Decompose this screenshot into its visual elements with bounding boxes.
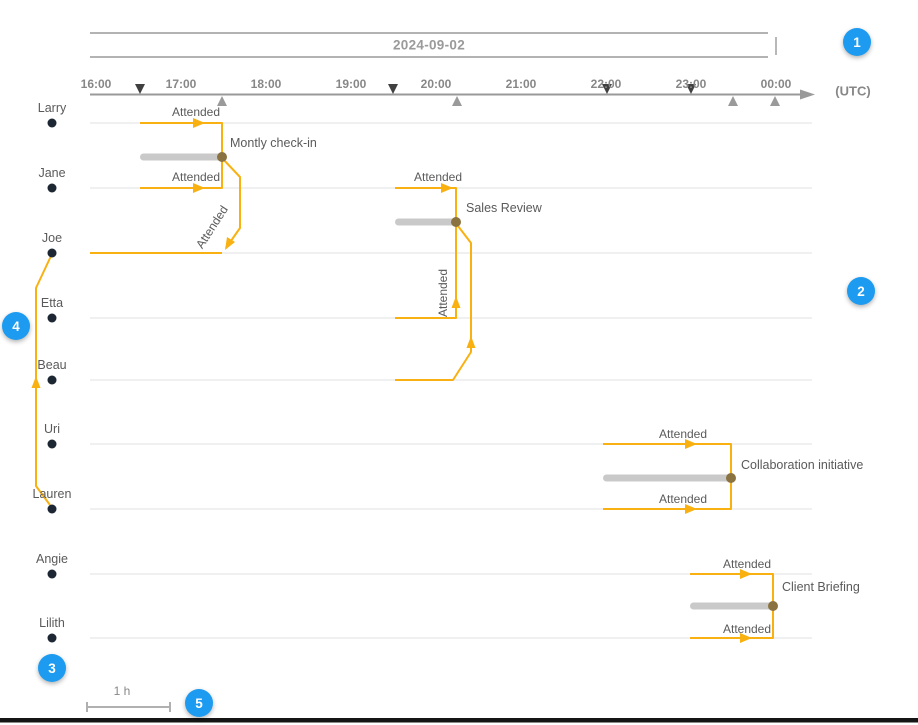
meeting-dot-collaboration-initiative[interactable] — [726, 473, 736, 483]
end-marker-client-briefing — [770, 96, 780, 106]
callout-badge-3: 3 — [38, 654, 66, 682]
tick-18-00: 18:00 — [250, 77, 282, 91]
arrowhead-jane-sales — [441, 183, 453, 193]
tick-20-00: 20:00 — [420, 77, 452, 91]
tick-16-00: 16:00 — [80, 77, 112, 91]
meeting-bar-collaboration-initiative[interactable] — [603, 474, 731, 482]
person-dot-lauren — [47, 504, 57, 514]
bottom-border — [0, 718, 918, 723]
person-label-larry: Larry — [37, 100, 67, 115]
person-label-angie: Angie — [36, 551, 68, 566]
person-dot-joe — [47, 248, 57, 258]
meeting-label-collaboration-initiative: Collaboration initiative — [741, 457, 864, 472]
attended-label-etta: Attended — [436, 268, 450, 318]
arrowhead-joe — [225, 237, 235, 250]
person-label-lauren: Lauren — [32, 486, 72, 501]
meeting-dot-montly-check-in[interactable] — [217, 152, 227, 162]
attended-label-lilith: Attended — [722, 622, 772, 636]
axis-unit-label: (UTC) — [835, 83, 871, 99]
meeting-bar-sales-review[interactable] — [395, 218, 456, 226]
meeting-label-montly-check-in: Montly check-in — [230, 135, 317, 150]
start-marker-montly-check-in — [135, 84, 145, 94]
person-dot-lilith — [47, 633, 57, 643]
attended-label-angie: Attended — [722, 557, 772, 571]
meeting-dot-sales-review[interactable] — [451, 217, 461, 227]
end-marker-collaboration-initiative — [728, 96, 738, 106]
arrowhead-link-up — [31, 376, 41, 388]
attended-label-larry: Attended — [171, 105, 221, 119]
tick-22-00: 22:00 — [590, 77, 622, 91]
person-label-joe: Joe — [41, 230, 63, 245]
end-marker-sales-review — [452, 96, 462, 106]
arrowhead-jane-montly — [193, 183, 205, 193]
tick-19-00: 19:00 — [335, 77, 367, 91]
date-band-frame[interactable] — [90, 32, 777, 58]
tick-00-00: 00:00 — [760, 77, 792, 91]
attended-label-jane-montly: Attended — [171, 170, 221, 184]
end-marker-montly-check-in — [217, 96, 227, 106]
meeting-label-client-briefing: Client Briefing — [782, 579, 860, 594]
person-dot-uri — [47, 439, 57, 449]
arrowhead-lilith — [740, 633, 752, 643]
start-marker-client-briefing — [686, 84, 696, 94]
meeting-bar-client-briefing[interactable] — [690, 602, 773, 610]
tick-23-00: 23:00 — [675, 77, 707, 91]
scale-bar — [86, 702, 171, 712]
meeting-label-sales-review: Sales Review — [466, 200, 542, 215]
person-label-uri: Uri — [44, 421, 60, 436]
start-marker-collaboration-initiative — [602, 84, 612, 94]
arrowhead-etta — [451, 296, 461, 308]
person-dot-beau — [47, 375, 57, 385]
time-axis-arrow-icon — [800, 89, 815, 100]
attended-label-jane-sales: Attended — [413, 170, 463, 184]
attended-label-uri: Attended — [658, 427, 708, 441]
start-marker-sales-review — [388, 84, 398, 94]
callout-badge-2: 2 — [847, 277, 875, 305]
callout-badge-4: 4 — [2, 312, 30, 340]
date-band-label: 2024-09-02 — [392, 37, 466, 53]
person-label-etta: Etta — [40, 295, 64, 310]
meeting-dot-client-briefing[interactable] — [768, 601, 778, 611]
tick-17-00: 17:00 — [165, 77, 197, 91]
person-dot-angie — [47, 569, 57, 579]
attendance-path-joe-return — [221, 157, 241, 249]
arrowhead-beau — [466, 336, 476, 348]
arrowhead-larry — [193, 118, 205, 128]
scale-bar-label: 1 h — [113, 684, 131, 698]
arrowhead-lauren — [685, 504, 697, 514]
person-label-beau: Beau — [37, 357, 67, 372]
attendance-path-jane-etta-sales-review — [395, 187, 457, 319]
person-dot-etta — [47, 313, 57, 323]
attended-label-lauren: Attended — [658, 492, 708, 506]
person-label-lilith: Lilith — [39, 615, 65, 630]
attendance-path-beau-sales-review — [395, 225, 472, 381]
callout-badge-5: 5 — [185, 689, 213, 717]
person-label-jane: Jane — [38, 165, 66, 180]
arrowhead-angie — [740, 569, 752, 579]
person-dot-larry — [47, 118, 57, 128]
meeting-bar-montly-check-in[interactable] — [140, 153, 222, 161]
callout-badge-1: 1 — [843, 28, 871, 56]
tick-21-00: 21:00 — [505, 77, 537, 91]
person-dot-jane — [47, 183, 57, 193]
arrowhead-uri — [685, 439, 697, 449]
